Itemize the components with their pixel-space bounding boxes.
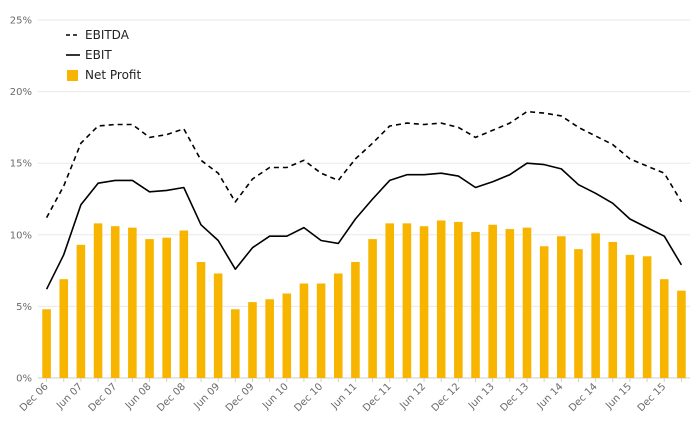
net-profit-bar <box>471 231 480 378</box>
net-profit-bar <box>557 236 566 378</box>
net-profit-bar <box>368 239 377 378</box>
x-tick-label: Dec 09 <box>224 381 257 414</box>
net-profit-bar <box>351 262 360 378</box>
x-tick-label: Dec 13 <box>498 381 531 414</box>
x-tick-label: Jun 09 <box>191 381 222 412</box>
x-tick-label: Jun 15 <box>603 381 634 412</box>
net-profit-bar <box>265 299 274 378</box>
y-tick-label: 25% <box>10 16 32 27</box>
legend-label-ebit: EBIT <box>85 48 112 62</box>
x-axis: Dec 06 Jun 07 Dec 07 Jun 08 Dec 08 Jun 09 Dec … <box>18 378 682 414</box>
x-tick-label: Jun 10 <box>260 381 291 412</box>
net-profit-bar <box>196 262 206 378</box>
x-tick-label: Dec 14 <box>567 381 600 414</box>
net-profit-bar <box>162 237 171 378</box>
net-profit-bar <box>333 273 343 378</box>
net-profit-bar <box>282 293 292 378</box>
x-tick-label: Dec 12 <box>430 381 463 414</box>
net-profit-bar <box>574 249 583 378</box>
x-tick-label: Dec 15 <box>636 381 669 414</box>
net-profit-bar <box>454 221 463 378</box>
x-tick-label: Jun 11 <box>329 381 360 412</box>
y-tick-label: 10% <box>10 230 32 241</box>
net-profit-bar <box>677 290 686 378</box>
net-profit-bar <box>385 223 395 378</box>
x-tick-label: Dec 10 <box>293 381 326 414</box>
x-tick-label: Jun 14 <box>535 381 566 412</box>
x-tick-label: Jun 12 <box>397 381 428 412</box>
net-profit-bar <box>59 279 69 378</box>
legend: EBITDA EBIT Net Profit <box>66 28 141 82</box>
net-profit-bar <box>248 302 257 378</box>
net-profit-bar <box>213 273 223 378</box>
legend-label-ebitda: EBITDA <box>85 28 130 42</box>
x-tick-label: Jun 13 <box>466 381 497 412</box>
net-profit-bar <box>76 244 86 378</box>
net-profit-bar <box>231 309 240 378</box>
net-profit-bar <box>642 256 652 378</box>
net-profit-bar <box>93 223 103 378</box>
y-tick-label: 0% <box>16 374 32 385</box>
net-profit-bar <box>522 227 532 378</box>
y-tick-label: 20% <box>10 87 32 98</box>
x-tick-label: Dec 07 <box>87 381 120 414</box>
legend-label-net-profit: Net Profit <box>85 68 141 82</box>
net-profit-bar <box>608 241 618 378</box>
net-profit-bars <box>42 220 686 378</box>
net-profit-bar <box>299 283 309 378</box>
series-lines <box>45 110 683 290</box>
net-profit-bar <box>128 227 137 378</box>
x-tick-label: Dec 11 <box>361 381 394 414</box>
net-profit-bar <box>625 254 635 378</box>
legend-swatch-net-profit <box>67 70 78 81</box>
x-tick-label: Jun 07 <box>54 381 85 412</box>
y-axis: 0% 5% 10% 15% 20% 25% <box>10 16 32 385</box>
ebit-line <box>45 162 683 290</box>
x-tick-label: Dec 08 <box>155 381 188 414</box>
x-tick-label: Jun 08 <box>123 381 154 412</box>
net-profit-bar <box>145 239 154 378</box>
net-profit-bar <box>110 226 120 378</box>
net-profit-bar <box>659 279 669 378</box>
net-profit-bar <box>488 224 497 378</box>
net-profit-bar <box>436 220 446 378</box>
net-profit-bar <box>42 309 51 378</box>
net-profit-bar <box>419 226 429 378</box>
ebitda-line <box>45 110 683 218</box>
net-profit-bar <box>591 233 600 378</box>
x-tick-label: Dec 06 <box>18 381 51 414</box>
net-profit-bar <box>539 246 549 378</box>
net-profit-bar <box>402 223 412 378</box>
y-tick-label: 5% <box>16 302 32 313</box>
net-profit-bar <box>505 229 515 378</box>
net-profit-bar <box>316 283 326 378</box>
net-profit-bar <box>179 230 189 378</box>
y-tick-label: 15% <box>10 159 32 170</box>
